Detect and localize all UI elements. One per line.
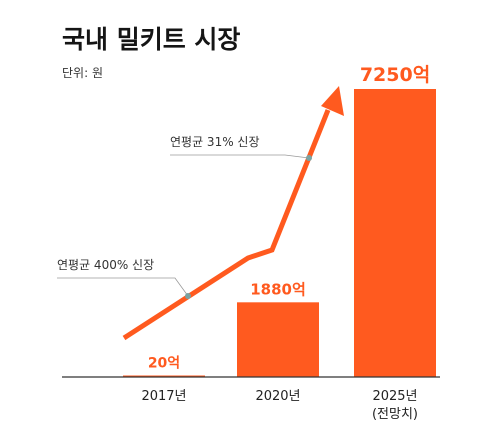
- annotation-dot-2: [306, 155, 312, 161]
- x-tick-sublabel-3: (전망치): [372, 407, 418, 422]
- annotation-text-1: 연평균 400% 신장: [57, 258, 154, 272]
- bar-3: [354, 89, 436, 377]
- bar-1: [123, 375, 205, 377]
- annotation-text-2: 연평균 31% 신장: [170, 135, 260, 149]
- x-tick-label-3: 2025년: [372, 389, 417, 404]
- bar-2: [237, 302, 319, 377]
- data-label-1: 20억: [148, 356, 180, 372]
- annotation-dot-1: [185, 293, 191, 299]
- data-label-3: 7250억: [360, 64, 430, 86]
- x-tick-label-2: 2020년: [255, 389, 300, 404]
- annotation-leader-2: [170, 154, 310, 159]
- annotation-leader-1: [57, 277, 189, 297]
- data-label-2: 1880억: [250, 280, 306, 298]
- x-tick-label-1: 2017년: [141, 389, 186, 404]
- unit-label: 단위: 원: [62, 66, 103, 80]
- growth-arrow-head: [321, 86, 344, 116]
- chart-title: 국내 밀키트 시장: [62, 25, 240, 54]
